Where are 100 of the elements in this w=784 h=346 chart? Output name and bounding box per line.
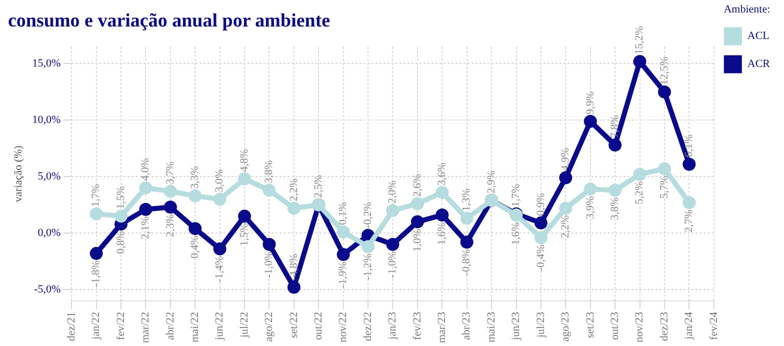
point [362,240,375,254]
point [336,225,350,238]
data-label: 0,4% [189,236,202,259]
x-tick-label: jul/23 [534,311,547,339]
y-axis-title: variação (%) [12,145,24,202]
data-label: 2,2% [560,215,572,238]
data-label: 1,7% [90,184,102,207]
point [559,171,572,184]
point [287,280,300,294]
point [633,168,646,181]
point [534,216,548,230]
point [262,184,276,197]
point [238,210,252,223]
data-label: 3,0% [214,169,226,192]
x-tick-label: jul/22 [238,312,250,339]
x-tick-label: nov/22 [337,312,350,342]
data-label: 1,5% [114,186,127,210]
y-tick-label: 5,0% [38,170,61,183]
y-tick-label: -5,0% [34,283,61,296]
data-label: 5,7% [658,176,670,199]
data-label: 0,9% [534,193,547,216]
data-label: 2,7% [683,210,696,233]
point [682,158,696,171]
data-label: 2,9% [485,170,498,194]
data-label: 0,1% [337,202,350,225]
data-label: 7,8% [608,115,621,138]
data-label: -1,9% [337,262,350,288]
x-tick-label: out/23 [608,311,621,340]
x-tick-label: fev/23 [411,311,424,340]
data-label: 0,8% [114,231,127,254]
point [114,210,128,223]
point [682,196,696,210]
data-label: 3,8% [263,160,276,184]
point [436,208,449,222]
data-label: 2,5% [312,174,325,198]
data-label: 3,9% [584,196,596,219]
y-tick-label: 15,0% [32,58,61,70]
point [188,222,202,236]
chart-title: consumo e variação anual por ambiente [8,10,330,32]
x-tick-label: dez/22 [362,312,374,342]
point [658,85,671,98]
data-label: 5,2% [634,181,646,204]
data-label: 1,6% [436,222,448,245]
point [633,54,646,68]
data-label: -0,2% [362,202,374,228]
data-label: 4,8% [238,148,250,172]
point [262,238,276,251]
data-label: 1,6% [510,222,522,245]
x-tick-label: mai/23 [485,311,498,342]
data-label: -1,2% [362,254,374,280]
data-label: -1,8% [90,260,102,287]
point [362,228,375,242]
point [534,231,548,244]
point [213,242,226,256]
data-label: -1,0% [263,251,276,278]
point [658,162,671,176]
point [90,246,103,260]
data-label: 2,2% [288,178,300,202]
data-label: 3,8% [608,197,621,220]
x-tick-label: mar/22 [140,312,152,344]
point [608,138,622,152]
x-tick-label: dez/21 [66,312,78,342]
x-tick-label: fev/22 [114,312,127,340]
point [460,212,474,225]
point [213,192,226,206]
x-tick-label: set/23 [584,311,596,338]
data-label: -0,4% [534,244,547,272]
x-tick-label: ago/22 [263,312,276,342]
x-tick-label: set/22 [288,312,300,338]
legend-label: ACL [747,30,770,42]
data-label: 1,7% [510,184,522,207]
data-label: 3,7% [164,161,176,184]
x-tick-label: mai/22 [189,312,202,342]
data-label: 9,9% [584,91,596,114]
point [460,236,474,249]
x-tick-label: jan/23 [386,311,399,340]
point [139,202,152,216]
data-label: 6,1% [683,134,696,158]
x-tick-label: dez/23 [658,311,670,342]
x-tick-label: nov/23 [634,311,646,342]
x-tick-label: fev/24 [708,311,720,340]
data-label: -4,8% [288,254,300,280]
data-label: 15,2% [634,26,646,54]
x-tick-label: abr/22 [164,312,176,340]
data-label: 1,3% [460,188,473,212]
point [584,114,597,128]
point [559,202,572,215]
legend-title: Ambiente: [724,3,770,16]
data-label: 2,1% [140,216,152,240]
legend-label: ACR [747,58,771,70]
point [90,207,103,220]
point [188,189,202,202]
x-tick-label: jun/22 [214,312,226,341]
data-label: -1,4% [214,256,226,282]
point [410,215,424,228]
data-label: 3,3% [189,166,202,189]
point [336,248,350,262]
point [164,184,177,198]
data-label: 1,0% [411,228,424,252]
point [287,202,300,215]
